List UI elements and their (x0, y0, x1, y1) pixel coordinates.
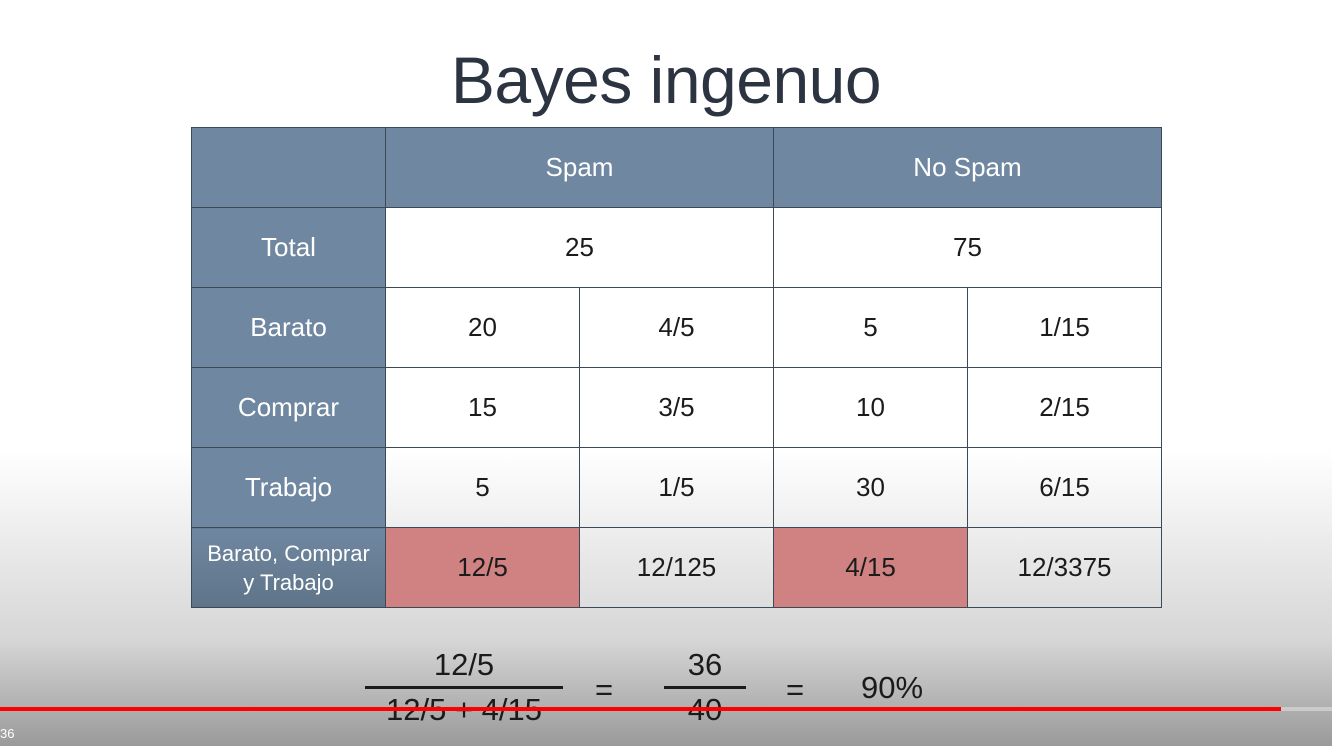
table-row-barato: Barato 20 4/5 5 1/15 (191, 287, 1162, 368)
table-row-total: Total 25 75 (191, 207, 1162, 288)
formula-fraction-1: 12/5 12/5 + 4/15 (365, 646, 563, 729)
video-time-label: 36 (0, 726, 15, 741)
table-cell: 12/125 (579, 527, 774, 608)
formula-result: 90% (861, 670, 924, 705)
equals-sign-2: = (786, 672, 805, 707)
table-cell: 30 (773, 447, 968, 528)
table-cell: 5 (773, 287, 968, 368)
row-header-trabajo: Trabajo (191, 447, 386, 528)
row-header-combined-line2: y Trabajo (243, 569, 334, 595)
formula-fraction-2: 36 40 (664, 646, 746, 729)
table-cell: 1/5 (579, 447, 774, 528)
fraction-1-numerator: 12/5 (433, 647, 495, 682)
table-cell: 4/5 (579, 287, 774, 368)
row-header-comprar: Comprar (191, 367, 386, 448)
table-cell: 12/3375 (967, 527, 1162, 608)
column-header-no-spam: No Spam (773, 127, 1162, 208)
naive-bayes-table: Spam No Spam Total 25 75 Barato 20 4/5 5… (191, 127, 1162, 608)
video-progress-bar[interactable] (0, 707, 1332, 711)
fraction-1-bar (365, 686, 563, 689)
row-header-total: Total (191, 207, 386, 288)
fraction-2-numerator: 36 (687, 647, 723, 682)
table-cell: 6/15 (967, 447, 1162, 528)
table-cell: 2/15 (967, 367, 1162, 448)
table-cell: 10 (773, 367, 968, 448)
row-header-combined: Barato, Comprar y Trabajo (191, 527, 386, 608)
row-header-barato: Barato (191, 287, 386, 368)
table-row-comprar: Comprar 15 3/5 10 2/15 (191, 367, 1162, 448)
slide-title: Bayes ingenuo (450, 43, 882, 117)
equals-sign-1: = (595, 672, 614, 707)
table-cell: 20 (385, 287, 580, 368)
highlighted-cell-spam: 12/5 (385, 527, 580, 608)
table-row-trabajo: Trabajo 5 1/5 30 6/15 (191, 447, 1162, 528)
corner-cell (191, 127, 386, 208)
table-cell: 1/15 (967, 287, 1162, 368)
table-cell: 15 (385, 367, 580, 448)
column-header-spam: Spam (385, 127, 774, 208)
fraction-2-bar (664, 686, 746, 689)
row-header-combined-line1: Barato, Comprar (207, 540, 370, 566)
table-row-combined: Barato, Comprar y Trabajo 12/5 12/125 4/… (191, 527, 1162, 608)
total-spam-cell: 25 (385, 207, 774, 288)
table-header-row: Spam No Spam (191, 127, 1162, 208)
highlighted-cell-no-spam: 4/15 (773, 527, 968, 608)
table-cell: 5 (385, 447, 580, 528)
video-progress-fill (0, 707, 1282, 711)
table-cell: 3/5 (579, 367, 774, 448)
total-no-spam-cell: 75 (773, 207, 1162, 288)
